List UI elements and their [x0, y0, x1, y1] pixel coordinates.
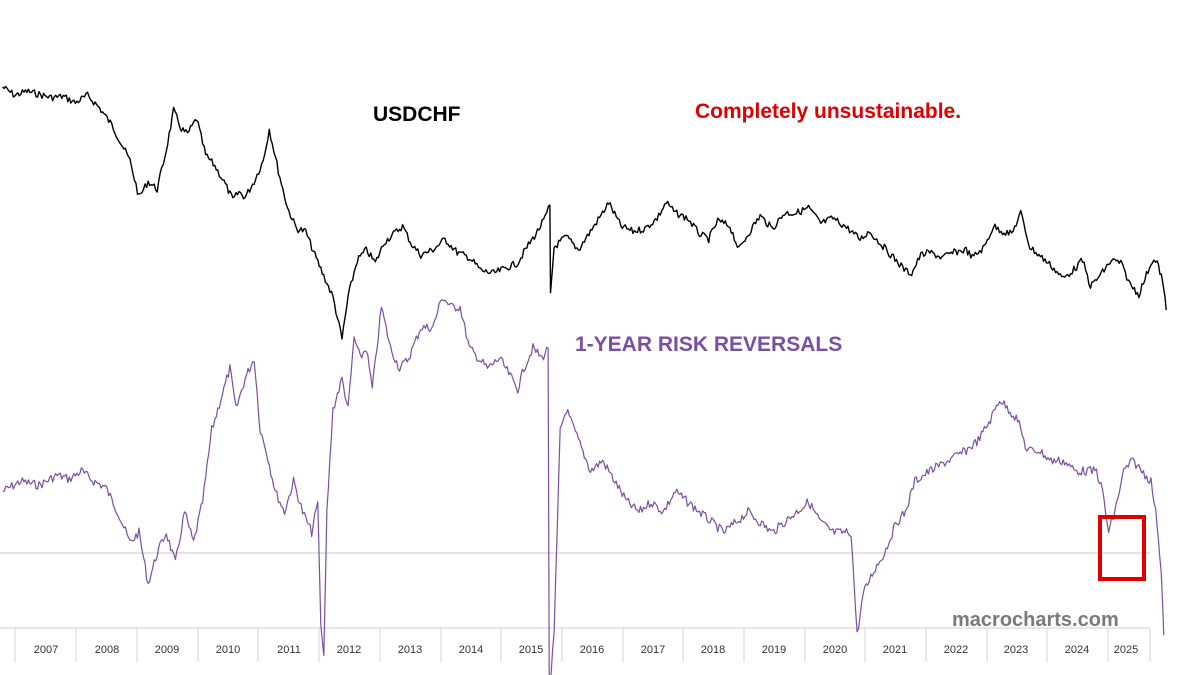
annotation-note: Completely unsustainable. — [695, 100, 962, 123]
x-tick-label: 2017 — [641, 644, 665, 656]
x-tick-label: 2020 — [823, 644, 847, 656]
x-tick-label: 2025 — [1114, 644, 1138, 656]
x-tick-label: 2021 — [883, 644, 907, 656]
x-tick-label: 2013 — [398, 644, 422, 656]
usdchf-series-label: USDCHF — [373, 103, 461, 126]
x-tick-label: 2016 — [580, 644, 604, 656]
x-tick-label: 2023 — [1004, 644, 1028, 656]
x-tick-label: 2015 — [519, 644, 543, 656]
x-axis: 2007 2008 2009 2010 2011 2012 2013 2014 2015 2016… — [0, 627, 1151, 662]
x-tick-label: 2008 — [95, 644, 119, 656]
x-tick-label: 2011 — [277, 644, 301, 656]
x-tick-label: 2007 — [34, 644, 58, 656]
x-tick-label: 2018 — [701, 644, 725, 656]
x-tick-label: 2024 — [1065, 644, 1089, 656]
highlight-box — [1098, 515, 1146, 581]
x-tick-label: 2012 — [337, 644, 361, 656]
watermark: macrocharts.com — [952, 609, 1119, 631]
risk-reversals-series-line — [2, 299, 1165, 675]
x-tick-label: 2009 — [155, 644, 179, 656]
x-tick-label: 2014 — [459, 644, 483, 656]
usdchf-series-line — [2, 85, 1167, 340]
risk-reversals-series-label: 1-YEAR RISK REVERSALS — [575, 333, 843, 356]
x-tick-label: 2022 — [944, 644, 968, 656]
x-tick-label: 2010 — [216, 644, 240, 656]
x-tick-label: 2019 — [762, 644, 786, 656]
